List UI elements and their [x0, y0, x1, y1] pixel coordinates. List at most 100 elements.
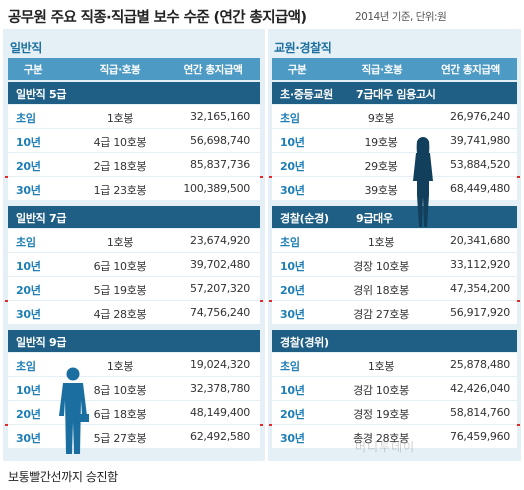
row-salary: 48,149,400 — [190, 406, 250, 419]
row-rank: 20년 — [280, 408, 305, 421]
row-salary: 20,341,680 — [450, 234, 510, 247]
row-grade: 4급 28호봉 — [93, 308, 147, 321]
row-rank: 30년 — [280, 432, 305, 445]
row-salary: 47,354,200 — [450, 282, 510, 295]
row-grade: 19호봉 — [364, 136, 398, 149]
watermark: 머니투데이 — [355, 440, 416, 454]
row-rank: 초임 — [16, 112, 36, 125]
row-grade: 5급 27호봉 — [93, 432, 147, 445]
row-grade: 5급 19호봉 — [93, 284, 147, 297]
table-row: 10년 6급 10호봉 39,702,480 — [8, 252, 260, 276]
table-row: 30년 경감 27호봉 56,917,920 — [272, 300, 517, 324]
row-salary: 26,976,240 — [450, 110, 510, 123]
col-salary: 연간 총지급액 — [183, 64, 243, 76]
table-row: 10년 경감 10호봉 42,426,040 — [272, 376, 517, 400]
section-header: 일반직 5급 — [8, 82, 260, 104]
row-grade: 39호봉 — [364, 184, 398, 197]
row-rank: 20년 — [280, 160, 305, 173]
row-salary: 33,112,920 — [450, 258, 510, 271]
row-salary: 39,702,480 — [190, 258, 250, 271]
row-rank: 10년 — [16, 136, 41, 149]
section-extra: 7급대우 임용고시 — [356, 88, 436, 101]
row-rank: 20년 — [16, 284, 41, 297]
table-row: 30년 총경 28호봉 76,459,960 — [272, 424, 517, 448]
table-row: 초임 1호봉 32,165,160 — [8, 104, 260, 128]
table-row: 30년 4급 28호봉 74,756,240 — [8, 300, 260, 324]
row-grade: 경감 27호봉 — [353, 308, 409, 321]
row-rank: 초임 — [280, 360, 300, 373]
row-salary: 74,756,240 — [190, 306, 250, 319]
row-salary: 100,389,500 — [183, 182, 250, 195]
row-salary: 32,378,780 — [190, 382, 250, 395]
row-salary: 39,741,980 — [450, 134, 510, 147]
section-header: 경찰(경위) — [272, 330, 517, 352]
table-row: 10년 4급 10호봉 56,698,740 — [8, 128, 260, 152]
row-grade: 경감 10호봉 — [353, 384, 409, 397]
col-grade: 직급·호봉 — [361, 64, 403, 76]
section-label: 일반직 9급 — [16, 336, 67, 349]
row-rank: 10년 — [280, 136, 305, 149]
section-label: 경찰(순경) — [280, 212, 329, 225]
row-rank: 30년 — [16, 432, 41, 445]
section-label: 초·중등교원 — [280, 88, 333, 101]
row-grade: 경장 10호봉 — [353, 260, 409, 273]
table-row: 10년 8급 10호봉 32,378,780 — [8, 376, 260, 400]
row-rank: 30년 — [280, 184, 305, 197]
row-grade: 6급 18호봉 — [93, 408, 147, 421]
section-label: 경찰(경위) — [280, 336, 329, 349]
row-rank: 10년 — [280, 384, 305, 397]
businessman-silhouette-icon — [59, 367, 89, 454]
row-salary: 32,165,160 — [190, 110, 250, 123]
teacher-police-panel: 교원·경찰직 구분 직급·호봉 연간 총지급액 초·중등교원 7급대우 임용고시 초… — [268, 29, 521, 461]
row-rank: 30년 — [16, 308, 41, 321]
row-salary: 19,024,320 — [190, 358, 250, 371]
general-panel: 일반직 구분 직급·호봉 연간 총지급액 일반직 5급 초임 1호봉 32,165,1… — [3, 29, 265, 461]
table-row: 20년 2급 18호봉 85,837,736 — [8, 152, 260, 176]
row-salary: 25,878,480 — [450, 358, 510, 371]
col-rank: 구분 — [287, 64, 307, 76]
businesswoman-silhouette-icon — [413, 137, 433, 227]
row-salary: 42,426,040 — [450, 382, 510, 395]
table-row: 10년 19호봉 39,741,980 — [272, 128, 517, 152]
table-row: 초임 1호봉 20,341,680 — [272, 228, 517, 252]
row-salary: 62,492,580 — [190, 430, 250, 443]
table-row: 20년 5급 19호봉 57,207,320 — [8, 276, 260, 300]
row-salary: 56,698,740 — [190, 134, 250, 147]
row-grade: 경정 19호봉 — [353, 408, 409, 421]
row-rank: 30년 — [280, 308, 305, 321]
table-row: 초임 1호봉 25,878,480 — [272, 352, 517, 376]
row-grade: 총경 28호봉 — [353, 432, 409, 445]
row-grade: 1호봉 — [106, 236, 134, 249]
col-rank: 구분 — [23, 64, 43, 76]
row-rank: 20년 — [16, 408, 41, 421]
row-grade: 8급 10호봉 — [93, 384, 147, 397]
table-row: 초임 1호봉 23,674,920 — [8, 228, 260, 252]
row-salary: 23,674,920 — [190, 234, 250, 247]
table-row: 20년 6급 18호봉 48,149,400 — [8, 400, 260, 424]
row-rank: 초임 — [280, 236, 300, 249]
row-rank: 20년 — [280, 284, 305, 297]
row-rank: 30년 — [16, 184, 41, 197]
row-salary: 58,814,760 — [450, 406, 510, 419]
section-label: 일반직 5급 — [16, 88, 67, 101]
table-row: 10년 경장 10호봉 33,112,920 — [272, 252, 517, 276]
row-rank: 초임 — [16, 360, 36, 373]
section-header: 일반직 7급 — [8, 206, 260, 228]
row-rank: 초임 — [16, 236, 36, 249]
units-note: 2014년 기준, 단위:원 — [355, 11, 447, 23]
table-row: 30년 39호봉 68,449,480 — [272, 176, 517, 200]
general-panel-title: 일반직 — [10, 41, 42, 55]
table-row: 초임 9호봉 26,976,240 — [272, 104, 517, 128]
table-row: 20년 경위 18호봉 47,354,200 — [272, 276, 517, 300]
col-grade: 직급·호봉 — [99, 64, 141, 76]
section-header: 일반직 9급 — [8, 330, 260, 352]
row-grade: 6급 10호봉 — [93, 260, 147, 273]
row-grade: 1급 23호봉 — [93, 184, 147, 197]
row-grade: 2급 18호봉 — [93, 160, 147, 173]
table-row: 20년 경정 19호봉 58,814,760 — [272, 400, 517, 424]
table-row: 30년 5급 27호봉 62,492,580 — [8, 424, 260, 448]
row-rank: 20년 — [16, 160, 41, 173]
section-extra: 9급대우 — [356, 212, 393, 225]
table-row: 30년 1급 23호봉 100,389,500 — [8, 176, 260, 200]
row-rank: 초임 — [280, 112, 300, 125]
